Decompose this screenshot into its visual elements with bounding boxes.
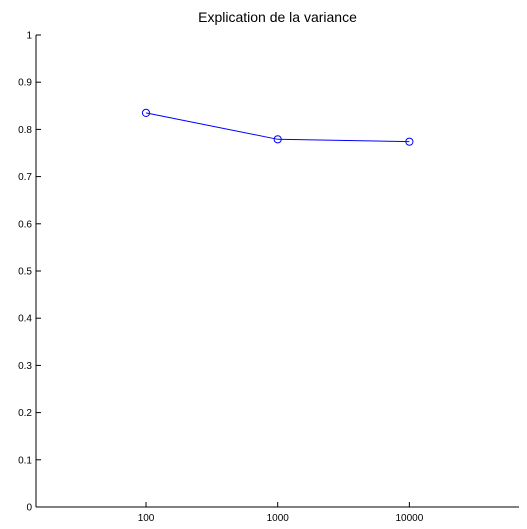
x-tick-label: 10000 xyxy=(395,513,423,524)
x-tick-label: 100 xyxy=(138,513,155,524)
chart-title: Explication de la variance xyxy=(198,9,357,25)
y-tick-label: 0.1 xyxy=(18,455,32,466)
y-axis-ticks: 0 0.1 0.2 0.3 0.4 0.5 0.6 0.7 0.8 0.9 1 xyxy=(18,31,41,514)
axes xyxy=(35,35,519,508)
x-axis-ticks: 100 1000 10000 xyxy=(138,502,424,524)
x-tick-label: 1000 xyxy=(267,513,290,524)
y-tick-label: 0.8 xyxy=(18,125,32,136)
y-tick-label: 0 xyxy=(26,503,32,514)
data-point-marker xyxy=(273,135,282,144)
y-tick-label: 0.3 xyxy=(18,361,32,372)
data-point-marker xyxy=(405,137,414,146)
series-line xyxy=(145,112,410,143)
y-tick-label: 1 xyxy=(26,31,32,42)
y-tick-label: 0.9 xyxy=(18,78,32,89)
series-layer xyxy=(141,108,414,146)
y-tick-label: 0.2 xyxy=(18,408,32,419)
y-tick-label: 0.4 xyxy=(18,314,32,325)
y-tick-label: 0.5 xyxy=(18,267,32,278)
data-point-marker xyxy=(141,108,151,117)
y-tick-label: 0.6 xyxy=(18,219,32,230)
y-tick-label: 0.7 xyxy=(18,172,32,183)
